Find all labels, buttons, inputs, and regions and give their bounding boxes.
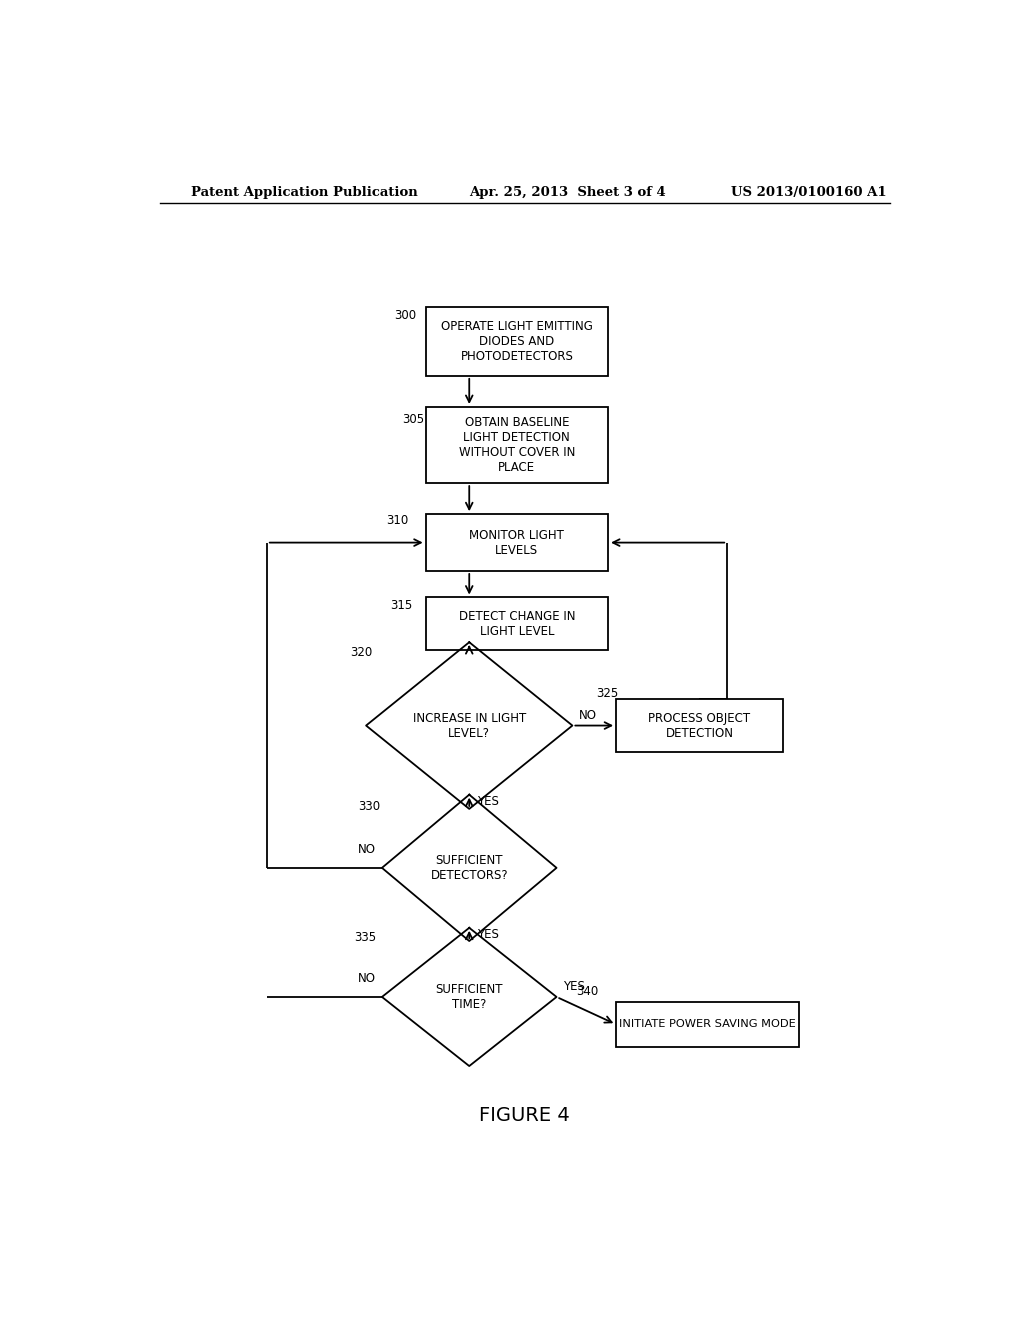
Polygon shape: [367, 643, 572, 809]
Text: OPERATE LIGHT EMITTING
DIODES AND
PHOTODETECTORS: OPERATE LIGHT EMITTING DIODES AND PHOTOD…: [441, 319, 593, 363]
Text: 325: 325: [596, 686, 618, 700]
Text: SUFFICIENT
DETECTORS?: SUFFICIENT DETECTORS?: [430, 854, 508, 882]
Text: 340: 340: [577, 985, 599, 998]
Text: 330: 330: [358, 800, 380, 813]
Text: FIGURE 4: FIGURE 4: [479, 1106, 570, 1126]
Polygon shape: [382, 795, 557, 941]
Bar: [616, 700, 782, 752]
Text: 305: 305: [401, 413, 424, 426]
Text: Apr. 25, 2013  Sheet 3 of 4: Apr. 25, 2013 Sheet 3 of 4: [469, 186, 666, 199]
Bar: [616, 1002, 799, 1047]
Text: NO: NO: [357, 843, 376, 857]
Text: YES: YES: [477, 795, 499, 808]
Text: MONITOR LIGHT
LEVELS: MONITOR LIGHT LEVELS: [469, 528, 564, 557]
Text: INITIATE POWER SAVING MODE: INITIATE POWER SAVING MODE: [618, 1019, 796, 1030]
Text: 300: 300: [394, 309, 416, 322]
Polygon shape: [382, 928, 557, 1067]
Bar: [426, 407, 608, 483]
Text: NO: NO: [357, 972, 376, 985]
Text: NO: NO: [579, 709, 597, 722]
Bar: [426, 306, 608, 376]
Text: YES: YES: [563, 981, 585, 993]
Text: OBTAIN BASELINE
LIGHT DETECTION
WITHOUT COVER IN
PLACE: OBTAIN BASELINE LIGHT DETECTION WITHOUT …: [459, 416, 575, 474]
Text: 315: 315: [390, 599, 412, 612]
Bar: [426, 598, 608, 651]
Text: 320: 320: [350, 645, 373, 659]
Text: US 2013/0100160 A1: US 2013/0100160 A1: [731, 186, 887, 199]
Text: DETECT CHANGE IN
LIGHT LEVEL: DETECT CHANGE IN LIGHT LEVEL: [459, 610, 575, 638]
Text: INCREASE IN LIGHT
LEVEL?: INCREASE IN LIGHT LEVEL?: [413, 711, 526, 739]
Text: YES: YES: [477, 928, 499, 941]
Text: 310: 310: [386, 513, 409, 527]
Text: SUFFICIENT
TIME?: SUFFICIENT TIME?: [435, 983, 503, 1011]
Text: PROCESS OBJECT
DETECTION: PROCESS OBJECT DETECTION: [648, 711, 751, 739]
Text: Patent Application Publication: Patent Application Publication: [191, 186, 418, 199]
Text: 335: 335: [354, 932, 376, 945]
Bar: [426, 515, 608, 572]
